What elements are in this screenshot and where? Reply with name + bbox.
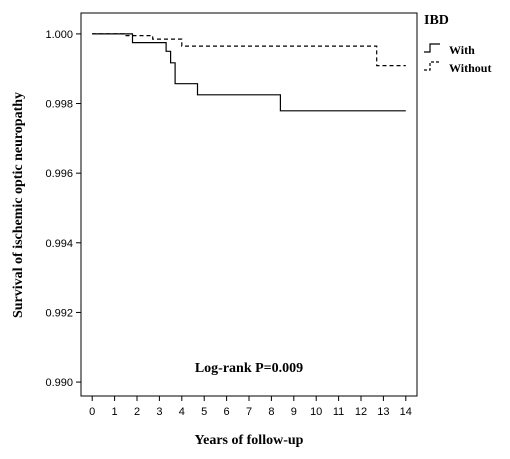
- y-tick-label: 0.996: [45, 168, 73, 180]
- y-tick-label: 0.992: [45, 307, 73, 319]
- x-tick-label: 11: [333, 406, 344, 418]
- x-tick-label: 3: [156, 406, 162, 418]
- x-tick-label: 2: [134, 406, 140, 418]
- x-tick-label: 7: [246, 406, 252, 418]
- x-tick-label: 1: [112, 406, 118, 418]
- x-tick-label: 9: [291, 406, 297, 418]
- x-tick-label: 6: [224, 406, 230, 418]
- y-axis-title: Survival of ischemic optic neuropathy: [11, 92, 26, 318]
- legend-label-without: Without: [449, 61, 491, 75]
- legend-items: With Without: [424, 43, 491, 75]
- legend-label-with: With: [449, 43, 475, 57]
- logrank-annotation: Log-rank P=0.009: [195, 361, 303, 376]
- x-tick-label: 10: [310, 406, 322, 418]
- series-line-without: [92, 33, 406, 67]
- x-tick-label: 13: [377, 406, 389, 418]
- y-tick-label: 0.998: [45, 99, 73, 111]
- x-tick-label: 0: [89, 406, 95, 418]
- legend-symbol-without: [424, 61, 440, 71]
- x-tick-label: 14: [400, 406, 412, 418]
- series-line-with: [92, 33, 406, 112]
- legend: IBD With Without: [424, 13, 491, 75]
- x-tick-label: 8: [268, 406, 274, 418]
- y-axis-ticks: 0.990 0.992 0.994 0.996 0.998 1.000: [45, 29, 81, 389]
- legend-symbol-with: [424, 43, 440, 53]
- legend-title: IBD: [424, 13, 449, 28]
- y-tick-label: 0.990: [45, 377, 73, 389]
- x-axis-ticks: 0 1 2 3 4 5 6 7 8 9 10 11 12 13 14: [89, 396, 412, 418]
- y-tick-label: 0.994: [45, 238, 73, 250]
- x-tick-label: 5: [201, 406, 207, 418]
- series-layer: [92, 33, 406, 112]
- x-tick-label: 12: [355, 406, 367, 418]
- x-axis-title: Years of follow-up: [195, 433, 304, 448]
- x-tick-label: 4: [179, 406, 185, 418]
- y-tick-label: 1.000: [45, 29, 73, 41]
- plot-frame: [80, 12, 418, 397]
